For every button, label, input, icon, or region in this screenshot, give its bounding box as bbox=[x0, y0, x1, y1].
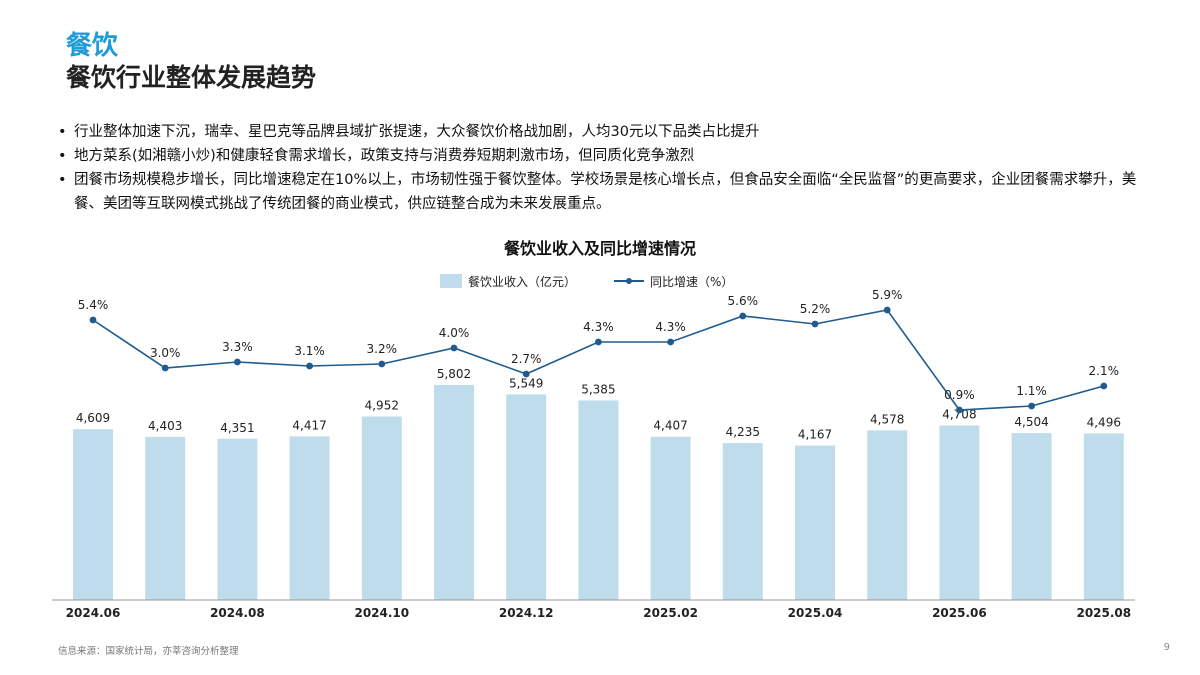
growth-point bbox=[883, 306, 891, 314]
bullet-item: • 团餐市场规模稳步增长，同比增速稳定在10%以上，市场韧性强于餐饮整体。学校场景… bbox=[58, 168, 1148, 216]
revenue-bar-label: 4,952 bbox=[365, 398, 399, 412]
revenue-bar-label: 4,504 bbox=[1014, 415, 1048, 429]
growth-label: 0.9% bbox=[944, 388, 975, 402]
growth-label: 5.9% bbox=[872, 288, 903, 302]
growth-label: 2.1% bbox=[1089, 364, 1120, 378]
x-tick-label: 2024.12 bbox=[499, 606, 554, 620]
growth-label: 1.1% bbox=[1016, 384, 1047, 398]
growth-point bbox=[234, 358, 241, 366]
revenue-bar-label: 5,549 bbox=[509, 376, 543, 390]
revenue-bar-label: 4,708 bbox=[942, 408, 976, 422]
revenue-bar bbox=[361, 416, 402, 600]
growth-label: 5.2% bbox=[800, 302, 831, 316]
growth-label: 4.3% bbox=[655, 320, 686, 334]
revenue-bar-label: 5,802 bbox=[437, 367, 471, 381]
bullet-text: 团餐市场规模稳步增长，同比增速稳定在10%以上，市场韧性强于餐饮整体。学校场景是… bbox=[74, 172, 1137, 212]
growth-label: 2.7% bbox=[511, 352, 542, 366]
revenue-bar-label: 4,578 bbox=[870, 412, 904, 426]
growth-label: 4.0% bbox=[439, 326, 470, 340]
bullet-item: • 地方菜系(如湘赣小炒)和健康轻食需求增长，政策支持与消费券短期刺激市场，但同质… bbox=[58, 144, 1148, 168]
x-tick-label: 2025.06 bbox=[932, 606, 987, 620]
growth-label: 3.1% bbox=[294, 344, 325, 358]
growth-label: 3.2% bbox=[367, 342, 398, 356]
growth-label: 5.6% bbox=[728, 294, 759, 308]
revenue-bar bbox=[506, 394, 547, 600]
source-note: 信息来源：国家统计局，亦莘咨询分析整理 bbox=[58, 646, 239, 657]
bullet-list: • 行业整体加速下沉，瑞幸、星巴克等品牌县域扩张提速，大众餐饮价格战加剧，人均30… bbox=[58, 120, 1148, 216]
bullet-dot: • bbox=[58, 124, 67, 140]
legend-line-label: 同比增速（%） bbox=[650, 275, 733, 289]
revenue-bar-label: 4,407 bbox=[653, 419, 687, 433]
revenue-bar bbox=[217, 438, 258, 600]
revenue-bar-label: 4,403 bbox=[148, 419, 182, 433]
bullet-dot: • bbox=[58, 172, 67, 188]
growth-point bbox=[956, 406, 963, 414]
growth-point bbox=[161, 364, 169, 372]
x-tick-label: 2025.04 bbox=[788, 606, 843, 620]
revenue-bar-label: 4,167 bbox=[798, 428, 832, 442]
revenue-bar bbox=[73, 429, 113, 600]
bullet-text: 行业整体加速下沉，瑞幸、星巴克等品牌县域扩张提速，大众餐饮价格战加剧，人均30元… bbox=[74, 124, 760, 140]
growth-point bbox=[667, 338, 674, 346]
growth-point bbox=[450, 344, 458, 352]
revenue-bar-label: 4,417 bbox=[292, 418, 326, 432]
revenue-bar bbox=[722, 443, 763, 600]
growth-point bbox=[811, 320, 819, 328]
x-tick-label: 2025.08 bbox=[1076, 606, 1131, 620]
revenue-bar bbox=[1011, 433, 1052, 600]
chart-title: 餐饮业收入及同比增速情况 bbox=[503, 239, 696, 258]
bullet-item: • 行业整体加速下沉，瑞幸、星巴克等品牌县域扩张提速，大众餐饮价格战加剧，人均30… bbox=[58, 120, 1148, 144]
revenue-bar-label: 4,235 bbox=[726, 425, 760, 439]
title-block: 餐饮 餐饮行业整体发展趋势 bbox=[66, 30, 316, 94]
section-title: 餐饮 bbox=[66, 31, 119, 61]
growth-label: 5.4% bbox=[78, 298, 109, 312]
revenue-bar bbox=[867, 430, 908, 600]
revenue-bar bbox=[939, 425, 980, 600]
growth-point bbox=[595, 338, 602, 346]
revenue-bar bbox=[289, 436, 330, 600]
legend-bar-swatch bbox=[440, 274, 462, 288]
revenue-bar bbox=[578, 400, 619, 600]
chart-area: 餐饮业收入及同比增速情况餐饮业收入（亿元） 同比增速（%） 4,609 4,403 4,… bbox=[0, 230, 1200, 630]
revenue-bar bbox=[145, 436, 186, 600]
growth-point bbox=[522, 370, 530, 378]
growth-point bbox=[89, 316, 97, 324]
x-tick-label: 2024.10 bbox=[354, 606, 409, 620]
revenue-bar bbox=[795, 445, 835, 600]
revenue-bar-label: 4,609 bbox=[76, 411, 110, 425]
growth-point bbox=[378, 360, 386, 368]
x-tick-label: 2024.08 bbox=[210, 606, 265, 620]
x-tick-label: 2024.06 bbox=[66, 606, 121, 620]
revenue-bar bbox=[434, 385, 474, 600]
growth-point bbox=[1028, 402, 1035, 410]
growth-label: 3.0% bbox=[150, 346, 181, 360]
revenue-bar bbox=[650, 436, 691, 600]
legend-bar-label: 餐饮业收入（亿元） bbox=[468, 274, 576, 289]
page-number: 9 bbox=[1163, 642, 1170, 653]
revenue-bar bbox=[1083, 433, 1124, 600]
bullet-dot: • bbox=[58, 148, 67, 164]
growth-point bbox=[306, 362, 313, 370]
revenue-bar-label: 4,496 bbox=[1087, 415, 1121, 429]
legend-line-marker bbox=[626, 278, 632, 284]
growth-label: 4.3% bbox=[583, 320, 614, 334]
revenue-bar-label: 4,351 bbox=[220, 421, 254, 435]
growth-point bbox=[1100, 382, 1108, 390]
page-title: 餐饮行业整体发展趋势 bbox=[66, 63, 317, 92]
revenue-bar-label: 5,385 bbox=[581, 382, 615, 396]
growth-point bbox=[739, 312, 747, 320]
growth-label: 3.3% bbox=[222, 340, 253, 354]
x-tick-label: 2025.02 bbox=[643, 606, 698, 620]
bullet-text: 地方菜系(如湘赣小炒)和健康轻食需求增长，政策支持与消费券短期刺激市场，但同质化… bbox=[74, 148, 695, 164]
